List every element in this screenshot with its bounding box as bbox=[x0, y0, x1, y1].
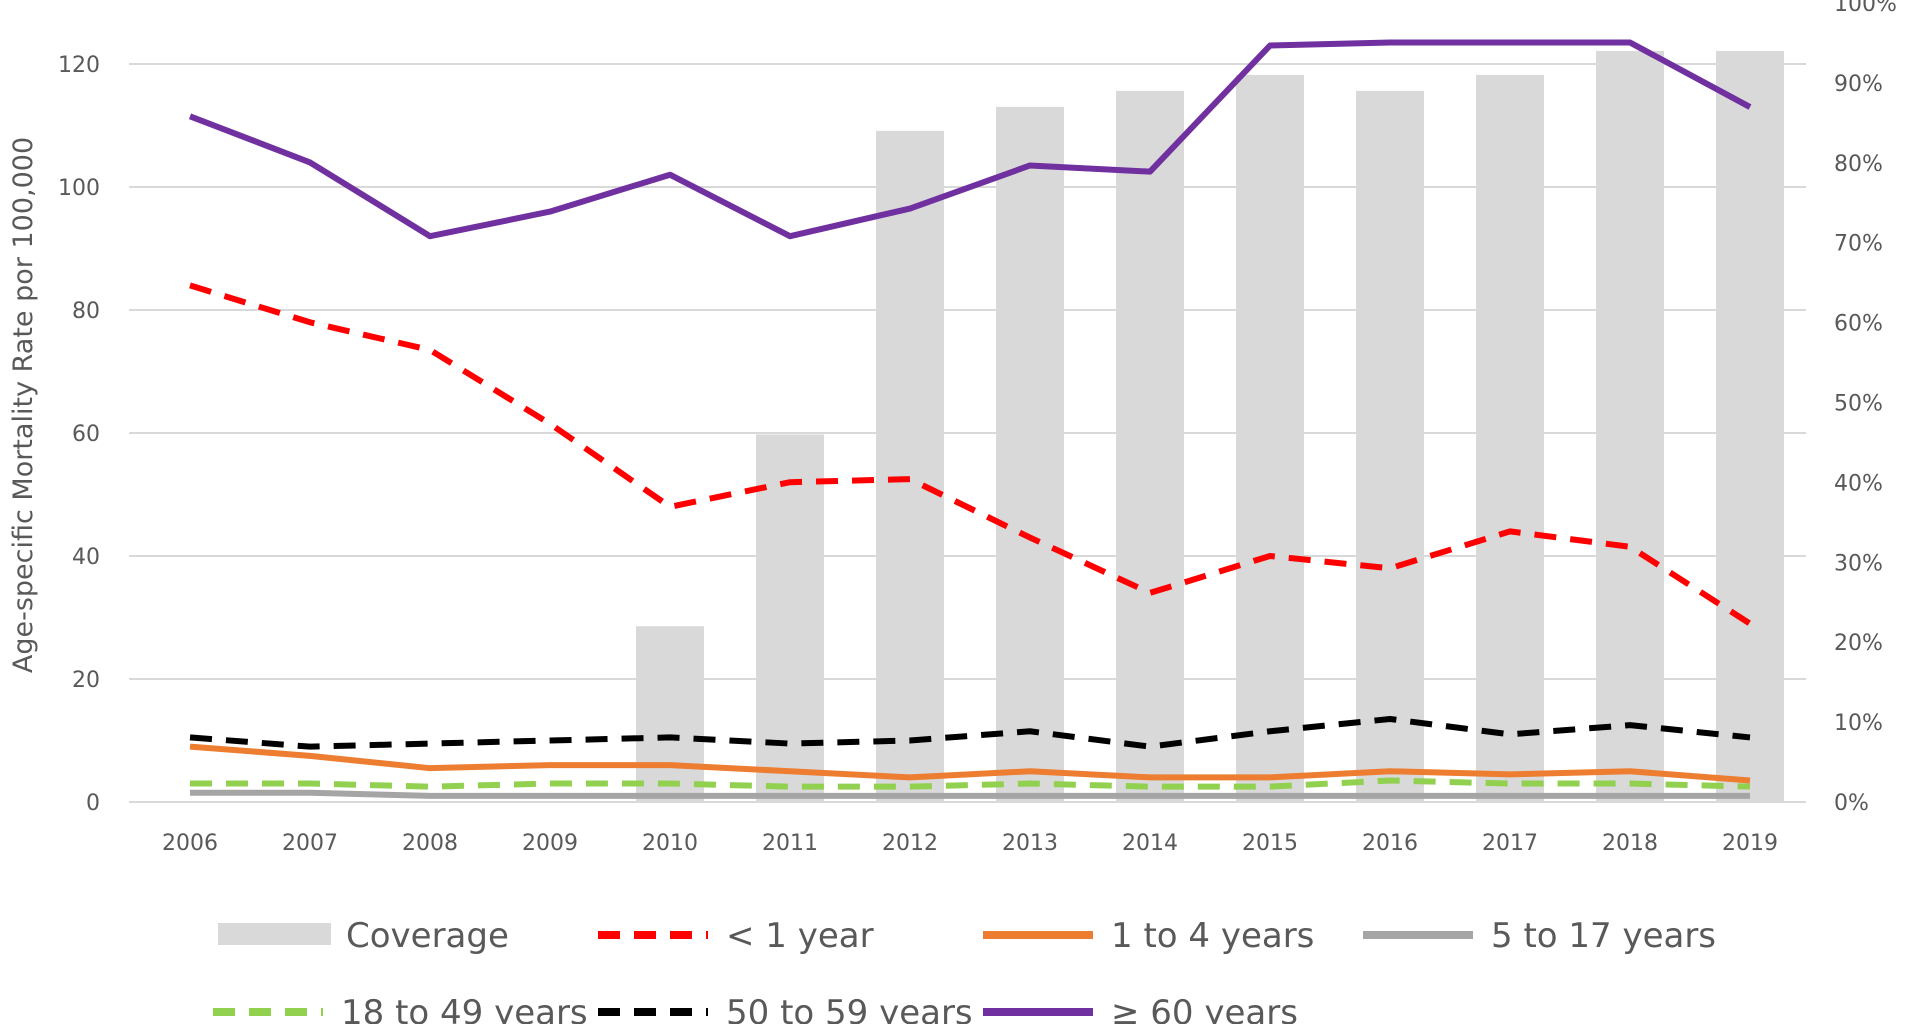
series-line-1 bbox=[189, 743, 1751, 784]
coverage-bar bbox=[996, 106, 1064, 803]
y-tick-label: 40 bbox=[72, 545, 100, 570]
legend: Coverage < 1 year 1 to 4 years 5 to 17 year… bbox=[213, 916, 1716, 1024]
y-axis-label: Age-specific Mortality Rate por 100,000 bbox=[8, 137, 39, 673]
y2-tick-label: 80% bbox=[1834, 152, 1883, 177]
x-axis-ticks: 2006 2007 2008 2009 2010 2011 2012 2013 2014 2015… bbox=[162, 831, 1778, 856]
y2-tick-label: 50% bbox=[1834, 392, 1883, 417]
coverage-bar bbox=[1116, 90, 1184, 802]
y-axis-ticks: 0 20 40 60 80 100 120 bbox=[58, 53, 100, 816]
coverage-bars bbox=[636, 50, 1784, 803]
series-lines bbox=[188, 39, 1752, 799]
x-tick-label: 2018 bbox=[1602, 831, 1658, 856]
y2-tick-label: 90% bbox=[1834, 72, 1883, 97]
y2-axis-ticks: 0% 10% 20% 30% 40% 50% 60% 70% 80% 90% 100% bbox=[1834, 0, 1897, 816]
legend-item: Coverage bbox=[218, 916, 509, 956]
legend-item: 50 to 59 years bbox=[598, 993, 973, 1024]
x-tick-label: 2012 bbox=[882, 831, 938, 856]
x-tick-label: 2013 bbox=[1002, 831, 1058, 856]
x-tick-label: 2019 bbox=[1722, 831, 1778, 856]
series-line-2 bbox=[190, 789, 1750, 799]
legend-label: ≥ 60 years bbox=[1111, 993, 1298, 1024]
y-tick-label: 60 bbox=[72, 422, 100, 447]
y2-tick-label: 10% bbox=[1834, 711, 1883, 736]
coverage-bar bbox=[1716, 50, 1784, 802]
x-tick-label: 2008 bbox=[402, 831, 458, 856]
legend-label: 50 to 59 years bbox=[726, 993, 973, 1024]
x-tick-label: 2006 bbox=[162, 831, 218, 856]
y-tick-label: 120 bbox=[58, 53, 100, 78]
legend-label: < 1 year bbox=[726, 916, 874, 956]
series-line-3 bbox=[190, 777, 1751, 790]
coverage-bar bbox=[1476, 74, 1544, 802]
y-tick-label: 100 bbox=[58, 176, 100, 201]
legend-item: 1 to 4 years bbox=[983, 916, 1314, 956]
y2-tick-label: 60% bbox=[1834, 312, 1883, 337]
x-tick-label: 2014 bbox=[1122, 831, 1178, 856]
series-line-0 bbox=[189, 282, 1752, 627]
x-tick-label: 2017 bbox=[1482, 831, 1538, 856]
legend-label: 18 to 49 years bbox=[341, 993, 588, 1024]
y2-tick-label: 70% bbox=[1834, 232, 1883, 257]
y-tick-label: 0 bbox=[86, 791, 100, 816]
series-line-4 bbox=[189, 715, 1751, 750]
y2-tick-label: 100% bbox=[1834, 0, 1897, 17]
x-tick-label: 2016 bbox=[1362, 831, 1418, 856]
legend-label: Coverage bbox=[346, 916, 509, 956]
y-tick-label: 80 bbox=[72, 299, 100, 324]
series-line-5 bbox=[188, 39, 1752, 240]
y2-tick-label: 40% bbox=[1834, 471, 1883, 496]
y2-tick-label: 20% bbox=[1834, 631, 1883, 656]
legend-item: 5 to 17 years bbox=[1363, 916, 1716, 956]
coverage-bar bbox=[636, 626, 704, 802]
legend-item: ≥ 60 years bbox=[983, 993, 1298, 1024]
legend-swatch-coverage bbox=[218, 923, 331, 945]
x-tick-label: 2015 bbox=[1242, 831, 1298, 856]
legend-label: 1 to 4 years bbox=[1111, 916, 1314, 956]
x-tick-label: 2009 bbox=[522, 831, 578, 856]
y2-tick-label: 0% bbox=[1834, 791, 1869, 816]
y2-tick-label: 30% bbox=[1834, 551, 1883, 576]
legend-label: 5 to 17 years bbox=[1491, 916, 1716, 956]
legend-item: < 1 year bbox=[598, 916, 874, 956]
coverage-bar bbox=[1236, 74, 1304, 802]
coverage-bar bbox=[1356, 90, 1424, 802]
coverage-bar bbox=[1596, 50, 1664, 802]
x-tick-label: 2011 bbox=[762, 831, 818, 856]
coverage-bar bbox=[876, 130, 944, 803]
x-tick-label: 2007 bbox=[282, 831, 338, 856]
y-tick-label: 20 bbox=[72, 668, 100, 693]
gridlines bbox=[129, 63, 1806, 803]
x-tick-label: 2010 bbox=[642, 831, 698, 856]
legend-item: 18 to 49 years bbox=[213, 993, 588, 1024]
